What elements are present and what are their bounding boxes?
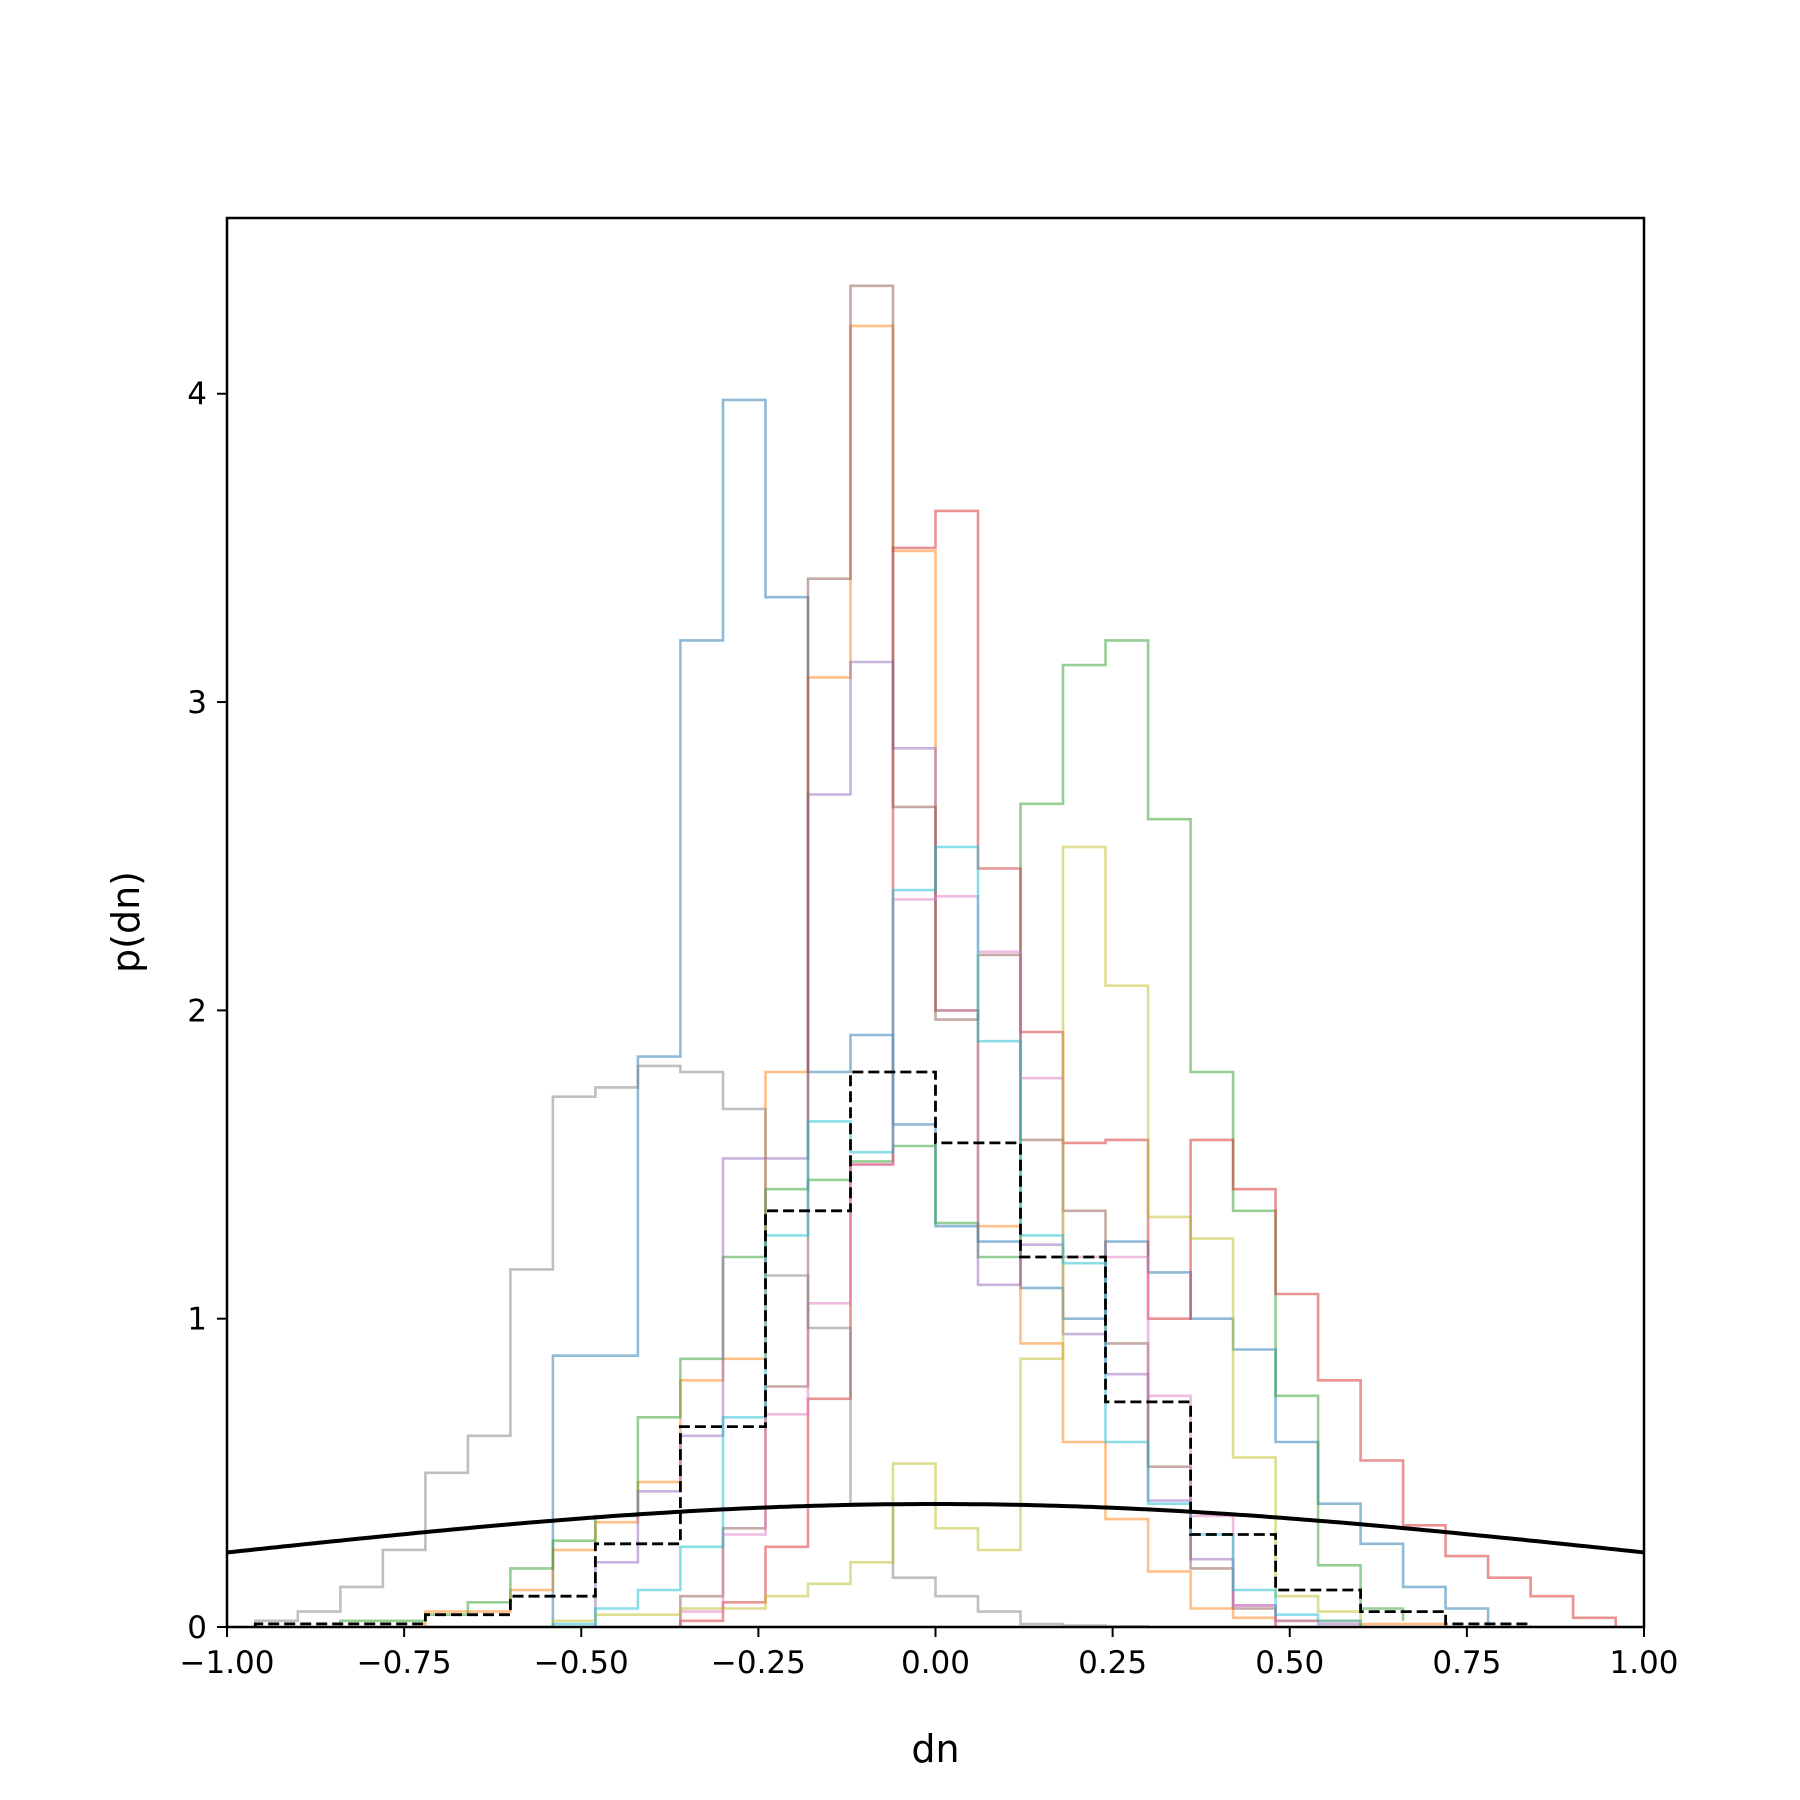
y-tick-label: 0 [187, 1610, 207, 1646]
y-tick-label: 2 [187, 993, 207, 1029]
x-tick-label: −0.50 [534, 1645, 629, 1681]
reference-histogram [253, 1070, 1532, 1627]
gaussian-curve [227, 1502, 1644, 1555]
x-tick-label: −0.25 [711, 1645, 806, 1681]
x-tick-label: 1.00 [1609, 1645, 1678, 1681]
y-tick-label: 3 [187, 685, 207, 721]
histogram-series-4 [679, 509, 1617, 1627]
x-tick-label: 0.00 [901, 1645, 970, 1681]
x-axis: −1.00 −0.75 −0.50 −0.25 0.00 0.25 0.50 0.75 1.00 [180, 1627, 1679, 1681]
series-layer [227, 284, 1644, 1627]
y-axis: 0 1 2 3 4 [187, 377, 227, 1646]
x-tick-label: −1.00 [180, 1645, 275, 1681]
y-axis-label: p(dn) [104, 871, 148, 973]
histogram-series-1 [551, 398, 1490, 1627]
x-tick-label: 0.50 [1255, 1645, 1324, 1681]
x-axis-label: dn [911, 1727, 959, 1771]
y-tick-label: 1 [187, 1302, 207, 1338]
y-tick-label: 4 [187, 377, 207, 413]
x-tick-label: 0.75 [1432, 1645, 1501, 1681]
x-tick-label: −0.75 [357, 1645, 452, 1681]
x-tick-label: 0.25 [1078, 1645, 1147, 1681]
histogram-series-9 [551, 845, 1362, 1627]
histogram-series-8 [254, 1064, 1150, 1627]
histogram-series-10 [551, 845, 1362, 1627]
